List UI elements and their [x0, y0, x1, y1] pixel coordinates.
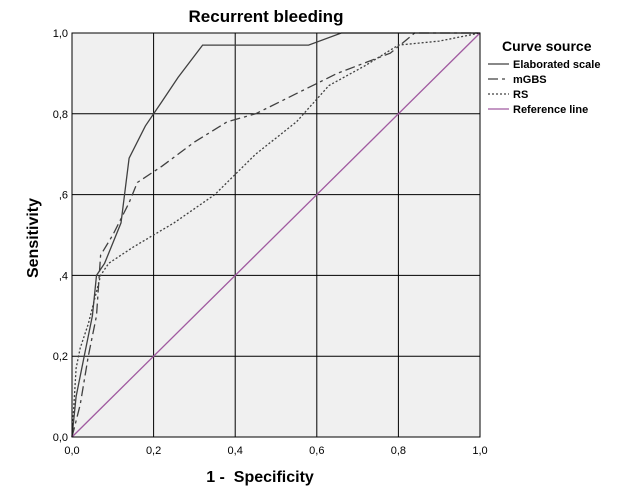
legend-label-elaborated-scale: Elaborated scale [513, 59, 600, 71]
y-tick-labels: 0,0 0,2 ,4 ,6 0,8 1,0 [53, 28, 68, 444]
x-tick-label: 1,0 [472, 445, 487, 457]
x-axis-label: 1 - Specificity [206, 469, 314, 486]
legend-title: Curve source [502, 38, 592, 54]
y-tick-label: ,4 [59, 270, 68, 282]
x-tick-label: 0,6 [309, 445, 324, 457]
x-tick-label: 0,4 [228, 445, 243, 457]
y-axis-label: Sensitivity [25, 198, 42, 278]
legend-label-rs: RS [513, 89, 528, 101]
series-line-mgbs [71, 32, 480, 438]
chart-title: Recurrent bleeding [189, 7, 344, 26]
x-tick-label: 0,2 [146, 445, 161, 457]
series-layer [71, 32, 481, 438]
series-line-rs [71, 32, 481, 438]
y-tick-label: 0,0 [53, 432, 68, 444]
y-tick-label: 0,8 [53, 109, 68, 121]
x-tick-label: 0,8 [391, 445, 406, 457]
legend-label-reference-line: Reference line [513, 104, 588, 116]
x-tick-label: 0,0 [64, 445, 79, 457]
x-tick-labels: 0,0 0,2 0,4 0,6 0,8 1,0 [64, 445, 487, 457]
series-line-reference-line [71, 32, 481, 438]
y-tick-label: ,6 [59, 190, 68, 202]
y-tick-label: 1,0 [53, 28, 68, 40]
plot-frame [71, 32, 481, 438]
legend-label-mgbs: mGBS [513, 74, 547, 86]
series-line-elaborated-scale [71, 32, 480, 438]
legend: Elaborated scale mGBS RS Reference line [488, 59, 600, 116]
y-tick-label: 0,2 [53, 351, 68, 363]
